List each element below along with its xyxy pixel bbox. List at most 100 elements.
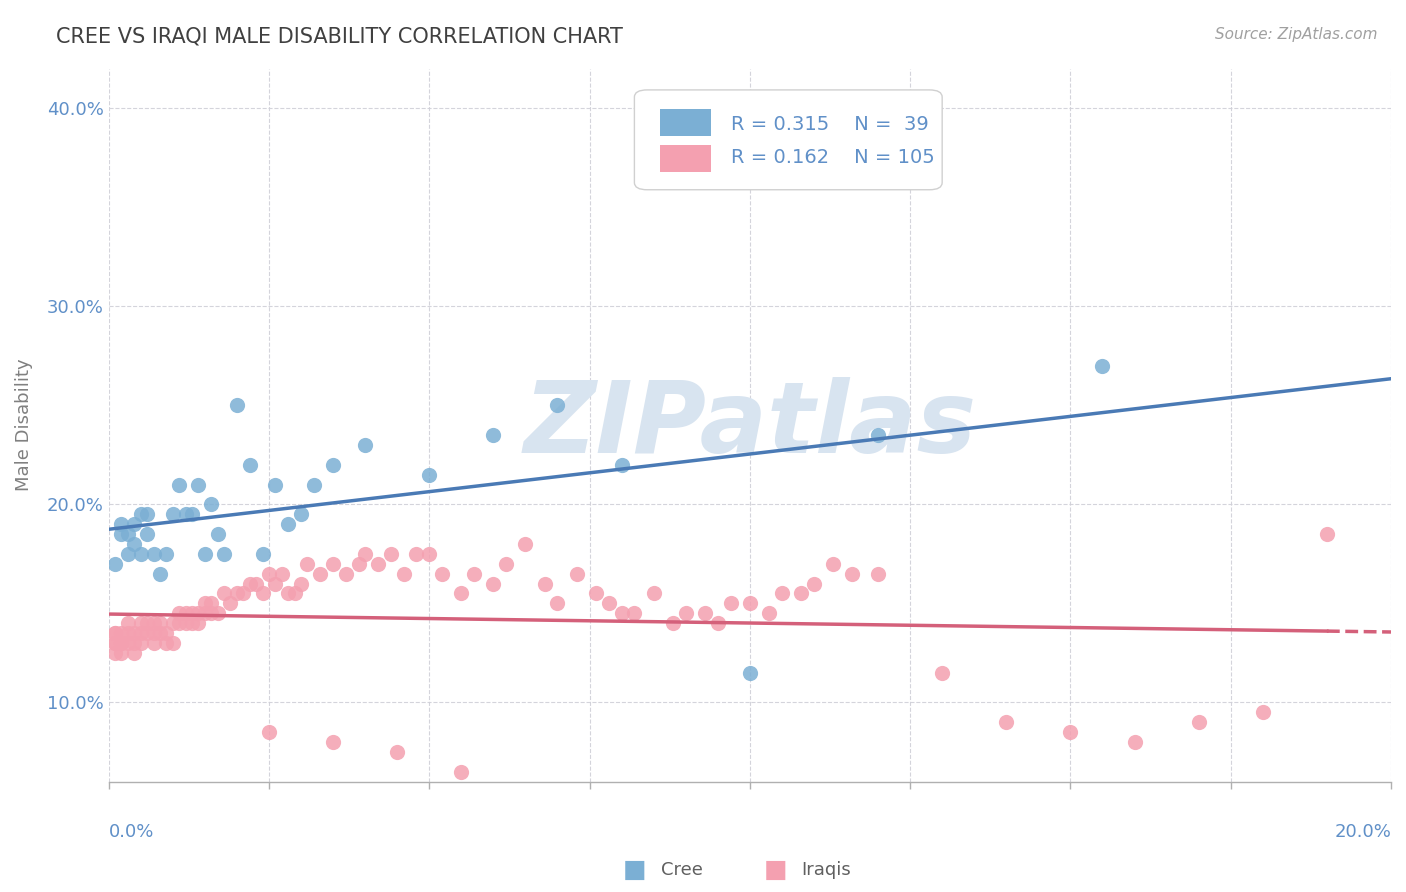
Point [515,784,537,798]
Point [720,596,742,610]
Text: Iraqis: Iraqis [801,861,851,879]
Text: R = 0.162    N = 105: R = 0.162 N = 105 [731,148,935,167]
Point [758,607,780,621]
Point [187,616,209,631]
Point [610,458,633,472]
Point [155,626,177,640]
Point [142,626,165,640]
Point [225,398,247,412]
Point [309,566,332,581]
Point [515,537,537,551]
Point [149,626,172,640]
Point [380,547,402,561]
Point [122,517,145,532]
Text: ZIPatlas: ZIPatlas [523,376,976,474]
Text: 0.0%: 0.0% [108,823,155,841]
Point [770,586,793,600]
Point [162,507,184,521]
Point [167,607,190,621]
Point [110,636,132,650]
Text: ■: ■ [763,858,787,881]
Point [495,557,517,571]
Point [142,547,165,561]
Point [1251,706,1274,720]
Point [623,607,645,621]
Point [155,636,177,650]
Point [405,547,427,561]
Point [181,507,204,521]
Point [585,586,607,600]
Point [149,566,172,581]
Point [463,566,485,581]
Point [823,557,845,571]
Point [129,507,152,521]
Point [297,557,319,571]
Point [277,586,299,600]
Point [136,507,159,521]
Point [252,586,274,600]
Point [565,566,588,581]
Point [194,596,217,610]
Point [167,616,190,631]
Point [385,745,408,759]
Point [335,566,357,581]
Point [187,477,209,491]
Point [239,576,262,591]
Point [136,626,159,640]
Point [117,616,139,631]
Point [129,547,152,561]
Point [790,586,813,600]
Point [450,586,472,600]
Point [354,547,377,561]
Point [162,636,184,650]
Point [194,547,217,561]
Point [302,477,325,491]
Point [392,566,415,581]
Point [219,596,242,610]
Point [194,607,217,621]
Point [155,547,177,561]
Point [129,636,152,650]
Point [136,527,159,541]
Point [245,576,267,591]
Point [841,566,863,581]
Point [122,636,145,650]
Point [174,507,197,521]
Point [868,428,890,442]
Point [129,616,152,631]
Point [284,586,307,600]
Point [868,566,890,581]
Point [1059,725,1081,739]
Point [181,616,204,631]
Point [252,547,274,561]
Point [706,616,728,631]
Point [257,566,280,581]
Point [264,477,287,491]
Y-axis label: Male Disability: Male Disability [15,359,32,491]
Point [675,607,697,621]
Point [174,607,197,621]
Point [187,607,209,621]
Point [110,626,132,640]
Point [354,438,377,452]
Point [110,527,132,541]
Point [200,497,222,511]
Point [367,557,389,571]
Point [129,626,152,640]
Point [174,616,197,631]
Point [136,616,159,631]
Point [110,517,132,532]
Point [418,547,440,561]
Point [546,596,568,610]
Point [200,596,222,610]
Point [931,665,953,680]
Point [117,547,139,561]
Point [450,764,472,779]
Point [290,507,312,521]
Point [117,626,139,640]
Point [212,547,235,561]
Point [104,557,127,571]
Point [277,517,299,532]
Point [662,616,685,631]
Point [122,537,145,551]
